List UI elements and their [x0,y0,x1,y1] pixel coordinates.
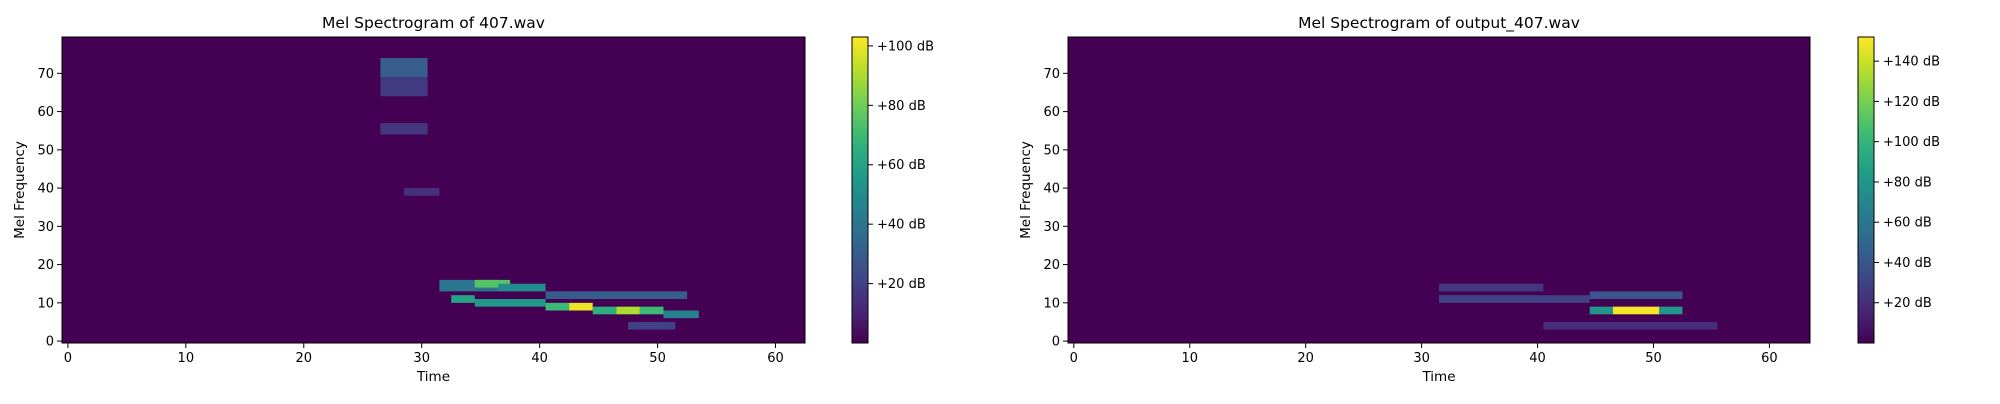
colorbar-tick-label: +60 dB [877,158,926,173]
y-axis-label: Mel Frequency [12,141,28,239]
heatmap-cell [1659,306,1683,315]
heatmap-cell [380,77,428,97]
y-tick-label: 0 [1052,335,1060,350]
x-tick-label: 10 [178,351,195,366]
heatmap-cell [663,310,699,319]
x-tick-label: 10 [1181,351,1198,366]
y-tick-label: 50 [37,143,54,158]
heatmap-cell [451,295,475,303]
colorbar-tick-label: +140 dB [1883,55,1940,70]
x-axis-label: Time [1421,369,1455,385]
heatmap-cell [439,279,499,292]
y-tick-label: 30 [37,220,54,235]
y-tick-label: 70 [1043,67,1060,82]
y-tick-label: 60 [1043,105,1060,120]
heatmap-background [1068,37,1810,343]
y-tick-label: 70 [37,67,54,82]
colorbar-tick-label: +80 dB [877,99,926,114]
colorbar-tick-label: +40 dB [877,218,926,233]
y-tick-label: 10 [1043,296,1060,311]
y-tick-label: 40 [1043,182,1060,197]
plot-frame [61,36,806,344]
heatmap-cell [1612,306,1660,315]
heatmap-cell [545,291,688,300]
heatmap-cell [1439,283,1544,292]
colorbar [851,36,869,344]
heatmap-cell [569,302,593,311]
colorbar-tick-label: +80 dB [1883,175,1932,190]
colorbar-tick-label: +100 dB [877,39,934,54]
heatmap-cell [474,299,546,307]
y-tick-label: 60 [37,105,54,120]
heatmap-cell [474,279,511,288]
y-tick-label: 20 [37,258,54,273]
colorbar [1857,36,1875,344]
heatmap-cell [1589,291,1683,300]
x-tick-label: 40 [531,351,548,366]
x-tick-label: 30 [413,351,430,366]
x-tick-label: 30 [1413,351,1430,366]
heatmap-cell [1439,295,1590,303]
y-tick-label: 10 [37,296,54,311]
x-tick-label: 20 [295,351,312,366]
x-tick-label: 0 [1070,351,1078,366]
y-axis-label: Mel Frequency [1018,141,1034,239]
colorbar-tick-label: +20 dB [1883,296,1932,311]
heatmap-cell [404,188,440,196]
heatmap-cell [616,306,640,315]
heatmap-cell [498,283,546,292]
colorbar-tick-label: +40 dB [1883,256,1932,271]
colorbar-tick-label: +20 dB [877,277,926,292]
x-tick-label: 60 [767,351,784,366]
plot-frame [1067,36,1811,344]
heatmap-cell [545,302,570,311]
heatmap-cell [380,58,428,78]
y-tick-label: 30 [1043,220,1060,235]
colorbar-tick-label: +100 dB [1883,135,1940,150]
x-axis-label: Time [416,369,450,385]
spectrogram-panel-2: 0 10 20 30 40 50 60 0 10 20 30 40 50 60 70 Mel Spectrog… [1018,14,1940,385]
y-tick-label: 0 [46,335,54,350]
chart-title: Mel Spectrogram of output_407.wav [1298,14,1580,33]
x-tick-label: 0 [64,351,72,366]
chart-title: Mel Spectrogram of 407.wav [322,14,545,32]
spectrogram-panel-1: 0 10 20 30 40 50 60 0 10 20 30 40 50 60 70 Mel Spectrog… [12,14,934,385]
heatmap-cell [639,306,664,315]
heatmap-cell [1543,321,1718,330]
y-tick-label: 50 [1043,143,1060,158]
y-tick-label: 20 [1043,258,1060,273]
colorbar-tick-label: +120 dB [1883,95,1940,110]
x-tick-label: 20 [1297,351,1314,366]
y-tick-label: 40 [37,182,54,197]
x-tick-label: 50 [649,351,666,366]
x-tick-label: 40 [1529,351,1546,366]
heatmap-cell [592,306,617,315]
colorbar-tick-label: +60 dB [1883,216,1932,231]
x-tick-label: 50 [1645,351,1662,366]
heatmap-cell [380,123,428,135]
heatmap-cell [628,321,676,330]
x-tick-label: 60 [1761,351,1778,366]
heatmap-cell [1589,306,1613,315]
